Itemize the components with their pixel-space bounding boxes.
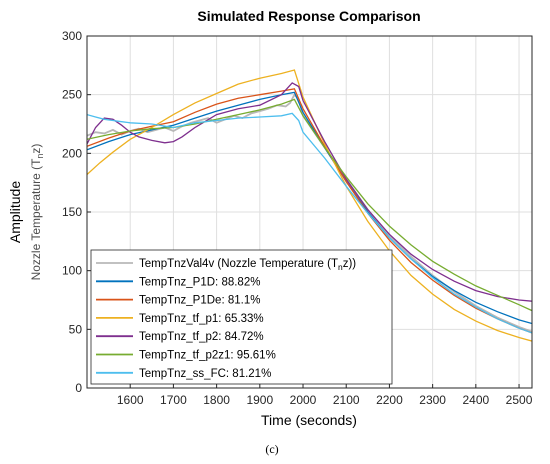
y-axis-sublabel: Nozzle Temperature (Tnz) xyxy=(29,144,45,281)
figure-caption: (c) xyxy=(265,442,278,456)
y-tick-label: 150 xyxy=(62,205,82,219)
legend-entry-1: TempTnz_P1D: 88.82% xyxy=(139,276,260,288)
y-axis-sublabel-prefix: Nozzle Temperature (T xyxy=(29,158,43,280)
y-tick-label: 100 xyxy=(62,264,82,278)
x-tick-label: 2400 xyxy=(462,393,489,407)
chart-title: Simulated Response Comparison xyxy=(197,8,420,24)
y-tick-label: 200 xyxy=(62,146,82,160)
legend-entry-6: TempTnz_ss_FC: 81.21% xyxy=(139,368,271,380)
y-axis-label: Amplitude xyxy=(7,181,23,243)
x-tick-label: 2500 xyxy=(506,393,533,407)
x-tick-label: 2100 xyxy=(333,393,360,407)
series-layer xyxy=(87,69,532,342)
x-tick-label: 2000 xyxy=(290,393,317,407)
tick-layer: 1600 1700 1800 1900 2000 2100 2200 2300 2400 2500… xyxy=(62,29,533,407)
legend-entry-3: TempTnz_tf_p1: 65.33% xyxy=(139,313,264,325)
x-tick-label: 1600 xyxy=(117,393,144,407)
x-tick-label: 1800 xyxy=(203,393,230,407)
x-tick-label: 2300 xyxy=(419,393,446,407)
x-tick-label: 1700 xyxy=(160,393,187,407)
series-line-2 xyxy=(87,88,532,334)
y-tick-label: 0 xyxy=(75,381,82,395)
legend-entry-5: TempTnz_tf_p2z1: 95.61% xyxy=(139,350,276,362)
x-axis-label: Time (seconds) xyxy=(261,412,357,428)
legend-box xyxy=(90,249,393,385)
x-tick-label: 1900 xyxy=(246,393,273,407)
series-line-6 xyxy=(87,112,532,334)
y-axis-sublabel-subscript: n xyxy=(35,154,45,159)
y-tick-label: 300 xyxy=(62,29,82,43)
legend-entry-2: TempTnz_P1De: 81.1% xyxy=(139,295,260,307)
y-axis-sublabel-suffix: z) xyxy=(29,144,43,154)
y-tick-label: 250 xyxy=(62,88,82,102)
series-line-5 xyxy=(87,98,532,312)
legend-entry-0: TempTnzVal4v (Nozzle Temperature (Tnz)) xyxy=(139,258,356,272)
y-tick-label: 50 xyxy=(69,322,83,336)
legend-entry-4: TempTnz_tf_p2: 84.72% xyxy=(139,331,264,343)
x-tick-label: 2200 xyxy=(376,393,403,407)
legend: TempTnzVal4v (Nozzle Temperature (Tnz)) T… xyxy=(90,249,393,385)
